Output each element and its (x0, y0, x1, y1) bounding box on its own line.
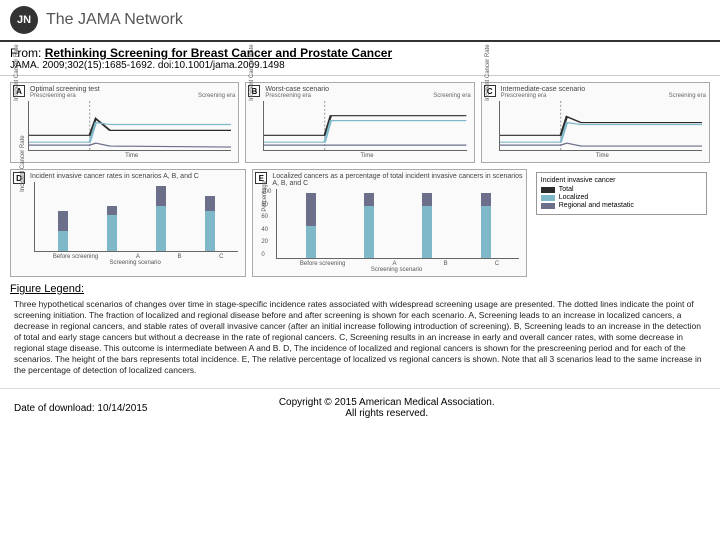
bar-localized (481, 206, 491, 258)
bar-group (205, 196, 215, 251)
bar-label: B (444, 261, 448, 267)
source-line: From: Rethinking Screening for Breast Ca… (0, 42, 720, 60)
panel-a: A Optimal screening test Prescreening er… (10, 82, 239, 163)
bar-group (107, 206, 117, 251)
axis-y-label: Incident Cancer Rate (20, 135, 26, 191)
legend-box: Incident invasive cancer TotalLocalizedR… (536, 172, 707, 215)
bar-regional (107, 206, 117, 215)
axis-y-label: Incident Cancer Rate (249, 44, 255, 100)
bar-regional (58, 211, 68, 231)
date-value: 10/14/2015 (97, 403, 147, 414)
panel-e: E Localized cancers as a percentage of t… (252, 169, 526, 277)
bar-label: Before screening (300, 261, 345, 267)
bar-regional (481, 193, 491, 206)
panel-subtitle: Prescreening eraScreening era (265, 93, 470, 99)
footer: Date of download: 10/14/2015 Copyright ©… (0, 388, 720, 427)
line-chart: Incident Cancer Rate (263, 101, 466, 151)
panel-title: Optimal screening test (30, 86, 235, 93)
bar-label: C (219, 254, 223, 260)
axis-y-label: Percentage (262, 180, 268, 211)
line-chart: Incident Cancer Rate (28, 101, 231, 151)
bar-localized (205, 211, 215, 252)
copyright-line2: All rights reserved. (147, 408, 626, 419)
panel-title: Incident invasive cancer rates in scenar… (30, 173, 242, 180)
axis-y-label: Incident Cancer Rate (14, 44, 20, 100)
bar-chart-e: 100806040200 Percentage (276, 189, 518, 259)
panel-subtitle: Prescreening eraScreening era (30, 93, 235, 99)
bar-label: C (495, 261, 499, 267)
legend-label: Total (559, 186, 574, 193)
bar-localized (107, 215, 117, 251)
axis-x-label: Time (263, 153, 470, 159)
figure-legend-label: Figure Legend: (10, 283, 710, 295)
bar-group (156, 186, 166, 251)
logo-icon: JN (10, 6, 38, 34)
panel-title: Intermediate-case scenario (501, 86, 706, 93)
bar-regional (306, 193, 316, 226)
panel-b: B Worst-case scenario Prescreening eraSc… (245, 82, 474, 163)
bar-group (306, 193, 316, 258)
copyright-line1: Copyright © 2015 American Medical Associ… (147, 397, 626, 408)
panel-c: C Intermediate-case scenario Prescreenin… (481, 82, 710, 163)
citation: JAMA. 2009;302(15):1685-1692. doi:10.100… (0, 60, 720, 76)
legend-swatch-icon (541, 195, 555, 201)
bar-label: Before screening (53, 254, 98, 260)
bar-group (481, 193, 491, 258)
legend-label: Localized (559, 194, 589, 201)
bar-group (58, 211, 68, 251)
bar-localized (156, 206, 166, 251)
panel-d: D Incident invasive cancer rates in scen… (10, 169, 246, 277)
legend-label: Regional and metastatic (559, 202, 634, 209)
network-name: The JAMA Network (46, 11, 183, 29)
legend-item: Regional and metastatic (541, 202, 702, 209)
header: JN The JAMA Network (0, 0, 720, 42)
copyright: Copyright © 2015 American Medical Associ… (147, 397, 626, 419)
top-panels-row: A Optimal screening test Prescreening er… (10, 82, 710, 163)
bar-localized (306, 226, 316, 259)
bar-regional (156, 186, 166, 206)
date-label: Date of download: (14, 403, 95, 414)
legend-swatch-icon (541, 187, 555, 193)
figure-legend-text: Three hypothetical scenarios of changes … (10, 299, 710, 376)
legend-swatch-icon (541, 203, 555, 209)
bar-regional (205, 196, 215, 210)
legend-title: Incident invasive cancer (541, 177, 702, 184)
panel-legend: Incident invasive cancer TotalLocalizedR… (533, 169, 710, 277)
article-title: Rethinking Screening for Breast Cancer a… (45, 46, 392, 60)
y-tick: 0 (261, 252, 271, 258)
bar-localized (422, 206, 432, 258)
bottom-panels-row: D Incident invasive cancer rates in scen… (10, 169, 710, 277)
panel-subtitle: Prescreening eraScreening era (501, 93, 706, 99)
y-tick: 20 (261, 239, 271, 245)
bar-chart-d: Incident Cancer Rate (34, 182, 238, 252)
bar-localized (364, 206, 374, 258)
axis-x-label: Time (499, 153, 706, 159)
bar-group (422, 193, 432, 258)
bar-regional (422, 193, 432, 206)
bar-localized (58, 231, 68, 251)
legend-item: Localized (541, 194, 702, 201)
axis-x-sublabel: Screening scenario (270, 267, 522, 273)
bar-label: B (177, 254, 181, 260)
figure-area: A Optimal screening test Prescreening er… (0, 76, 720, 382)
line-chart: Incident Cancer Rate (499, 101, 702, 151)
y-tick: 40 (261, 227, 271, 233)
legend-item: Total (541, 186, 702, 193)
bar-regional (364, 193, 374, 206)
axis-x-label: Time (28, 153, 235, 159)
panel-title: Worst-case scenario (265, 86, 470, 93)
panel-title: Localized cancers as a percentage of tot… (272, 173, 522, 187)
download-date: Date of download: 10/14/2015 (14, 403, 147, 414)
axis-y-label: Incident Cancer Rate (485, 44, 491, 100)
y-tick: 60 (261, 214, 271, 220)
axis-x-sublabel: Screening scenario (28, 260, 242, 266)
bar-group (364, 193, 374, 258)
